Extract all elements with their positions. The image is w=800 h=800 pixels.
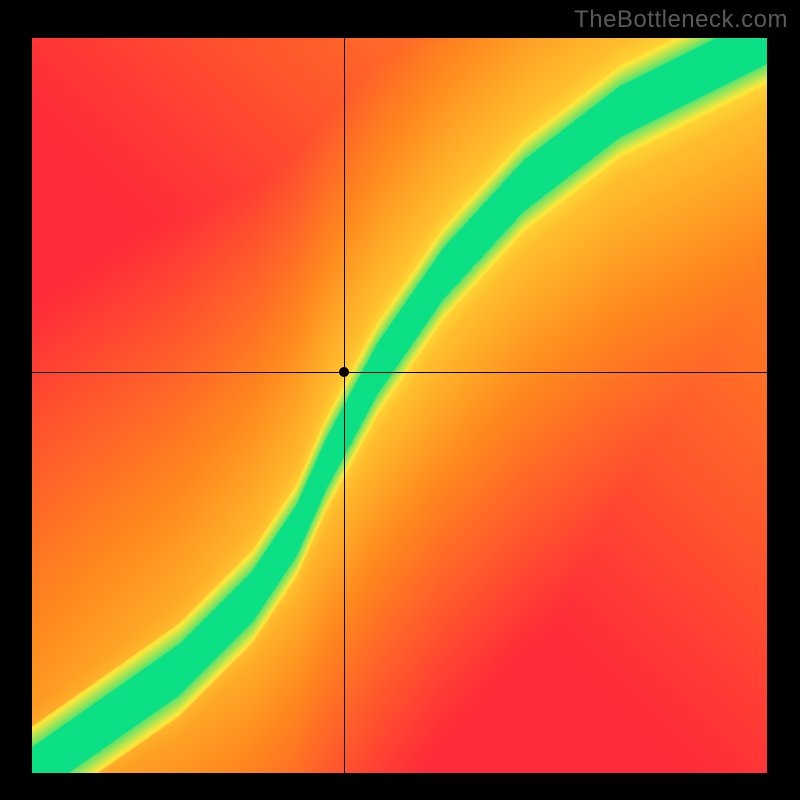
crosshair-horizontal (32, 372, 767, 373)
watermark-text: TheBottleneck.com (574, 6, 788, 34)
heatmap-canvas (32, 38, 767, 773)
crosshair-vertical (344, 38, 345, 773)
figure-root: TheBottleneck.com (0, 0, 800, 800)
crosshair-dot (339, 367, 349, 377)
heatmap-plot (32, 38, 767, 773)
